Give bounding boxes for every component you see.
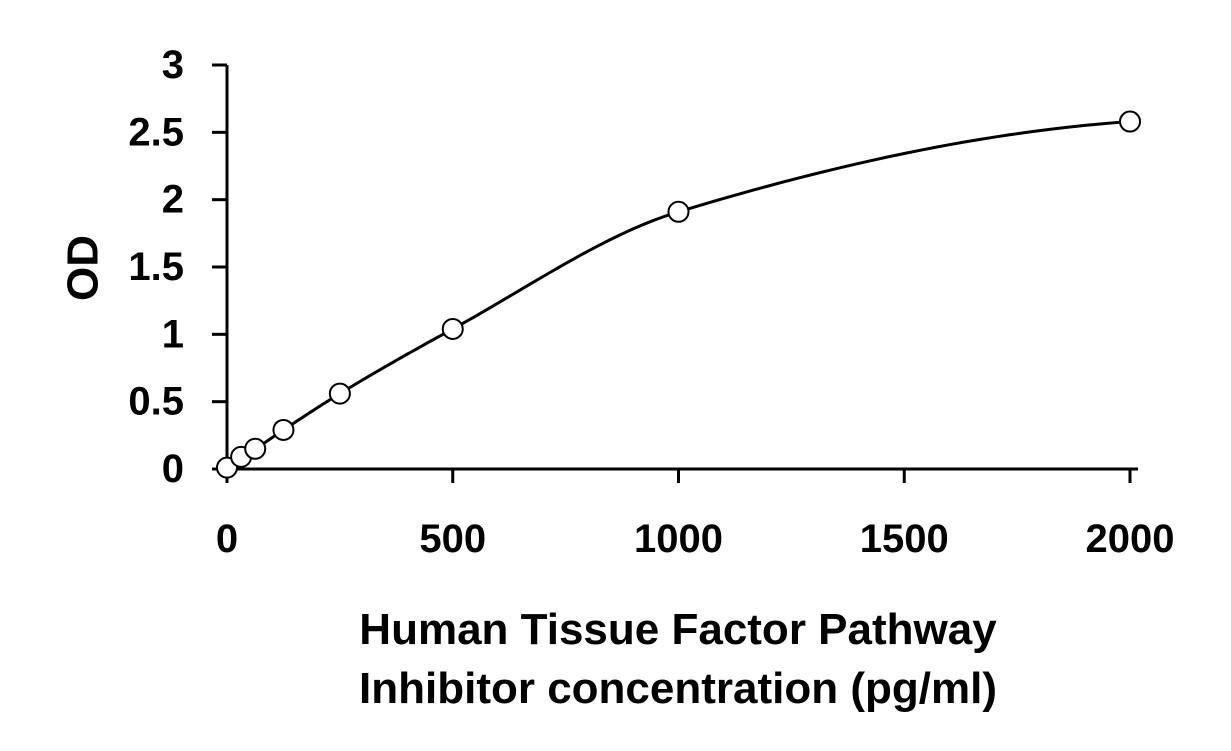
x-axis-title-line-1: Human Tissue Factor Pathway	[359, 605, 997, 654]
x-tick-label: 0	[216, 517, 238, 561]
y-tick-label: 0	[162, 447, 184, 491]
x-tick-label: 1500	[860, 517, 949, 561]
y-tick-label: 0.5	[128, 380, 184, 424]
fit-curve	[226, 120, 1131, 469]
y-tick-label: 3	[162, 43, 184, 87]
y-tick-label: 2	[162, 178, 184, 222]
data-point	[667, 200, 690, 223]
x-tick-label: 1000	[634, 517, 723, 561]
data-markers	[216, 110, 1141, 479]
y-ticks: 0 0.5 1 1.5 2 2.5 3	[128, 43, 227, 491]
y-axis-title: OD	[59, 235, 108, 301]
axes	[225, 65, 1138, 471]
x-tick-label: 500	[419, 517, 486, 561]
data-point	[1119, 110, 1141, 133]
y-tick-label: 1.5	[128, 245, 184, 289]
data-point	[272, 418, 295, 441]
data-point	[441, 317, 464, 340]
x-axis-title-line-2: Inhibitor concentration (pg/ml)	[359, 664, 997, 713]
y-tick-label: 2.5	[128, 110, 184, 154]
x-tick-label: 2000	[1086, 517, 1175, 561]
x-ticks: 0 500 1000 1500 2000	[216, 469, 1175, 561]
y-tick-label: 1	[162, 312, 184, 356]
data-point	[328, 382, 351, 405]
data-point	[244, 437, 267, 460]
